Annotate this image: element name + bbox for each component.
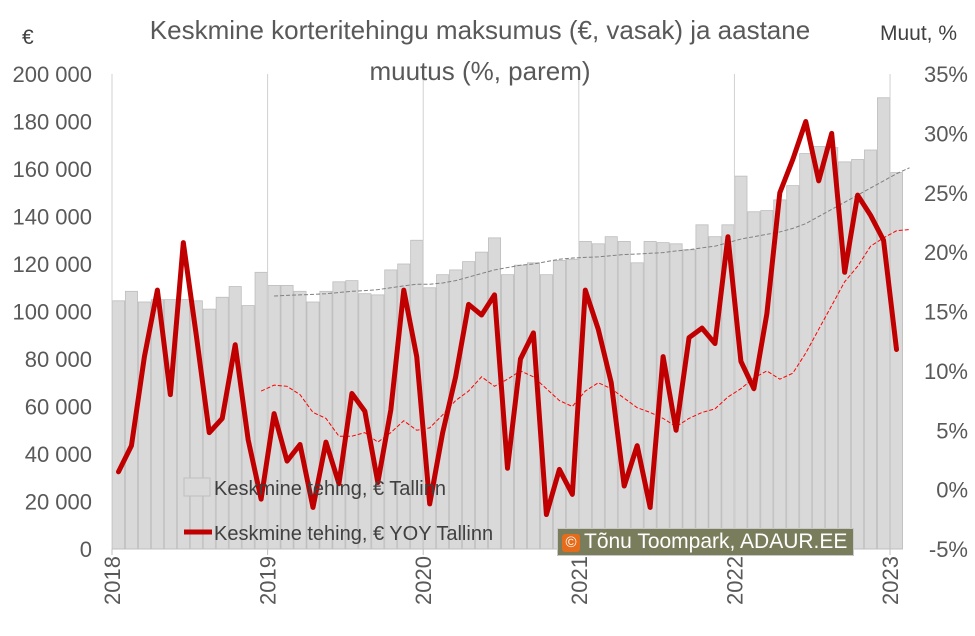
trend-line: [274, 167, 910, 297]
left-tick-label: 120 000: [12, 252, 92, 277]
bar: [228, 286, 242, 550]
copyright-icon: ©: [562, 534, 580, 552]
right-tick-label: -5%: [929, 537, 968, 562]
bar: [254, 271, 268, 550]
left-tick-label: 100 000: [12, 300, 92, 325]
right-tick-label: 15%: [924, 300, 968, 325]
legend-bar-swatch: [183, 477, 211, 497]
left-tick-label: 40 000: [25, 442, 92, 467]
credit-badge: © Tõnu Toompark, ADAUR.EE: [557, 528, 855, 556]
bar: [306, 301, 320, 550]
bar: [890, 172, 903, 550]
bar: [112, 300, 125, 550]
chart-title-line2: muutus (%, parem): [369, 56, 591, 86]
bar: [682, 249, 696, 550]
left-tick-label: 180 000: [12, 110, 92, 135]
legend-line-label: Keskmine tehing, € YOY Tallinn: [214, 523, 493, 545]
left-axis-unit: €: [22, 26, 34, 49]
x-tick-label: 2019: [256, 556, 281, 605]
credit-text: Tõnu Toompark, ADAUR.EE: [584, 530, 848, 553]
x-tick-label: 2020: [411, 556, 436, 605]
bar: [708, 236, 722, 550]
legend: Keskmine tehing, € Tallinn Keskmine tehi…: [183, 477, 493, 545]
bar: [695, 224, 709, 550]
right-tick-label: 0%: [936, 478, 968, 503]
bar: [825, 147, 839, 550]
bar: [630, 262, 644, 550]
left-tick-label: 160 000: [12, 157, 92, 182]
right-axis-unit: Muut, %: [880, 22, 958, 45]
right-tick-label: 25%: [924, 181, 968, 206]
right-tick-label: 5%: [936, 418, 968, 443]
bar: [371, 294, 385, 550]
bar: [799, 153, 813, 550]
right-tick-label: 30%: [924, 121, 968, 146]
bar: [423, 287, 437, 550]
left-tick-label: 0: [80, 537, 92, 562]
x-tick-label: 2021: [567, 556, 592, 605]
right-tick-label: 10%: [924, 359, 968, 384]
yoy-line-group: [115, 119, 900, 518]
axes: 0 20 000 40 000 60 000 80 000 100 000 120 000 1…: [12, 62, 968, 605]
left-tick-label: 60 000: [25, 395, 92, 420]
bar: [488, 237, 502, 550]
x-tick-label: 2018: [100, 556, 125, 605]
right-tick-label: 35%: [924, 62, 968, 87]
chart-title-line1: Keskmine korteritehingu maksumus (€, vas…: [149, 15, 811, 45]
bar: [449, 269, 463, 550]
bar: [332, 281, 346, 550]
bar: [786, 185, 800, 550]
left-tick-label: 20 000: [25, 490, 92, 515]
bar: [812, 146, 826, 550]
right-tick-label: 20%: [924, 240, 968, 265]
bar: [877, 97, 891, 550]
bar: [319, 290, 333, 550]
left-tick-label: 140 000: [12, 205, 92, 230]
legend-bar-label: Keskmine tehing, € Tallinn: [214, 478, 446, 500]
left-tick-label: 200 000: [12, 62, 92, 87]
bar: [293, 290, 307, 550]
yoy-line: [115, 119, 900, 518]
left-tick-label: 80 000: [25, 347, 92, 372]
bar: [176, 299, 190, 550]
bar: [280, 284, 294, 550]
x-tick-label: 2023: [878, 556, 903, 605]
bar: [552, 260, 566, 550]
x-tick-label: 2022: [722, 556, 747, 605]
bar: [475, 251, 489, 550]
bar: [591, 243, 605, 550]
